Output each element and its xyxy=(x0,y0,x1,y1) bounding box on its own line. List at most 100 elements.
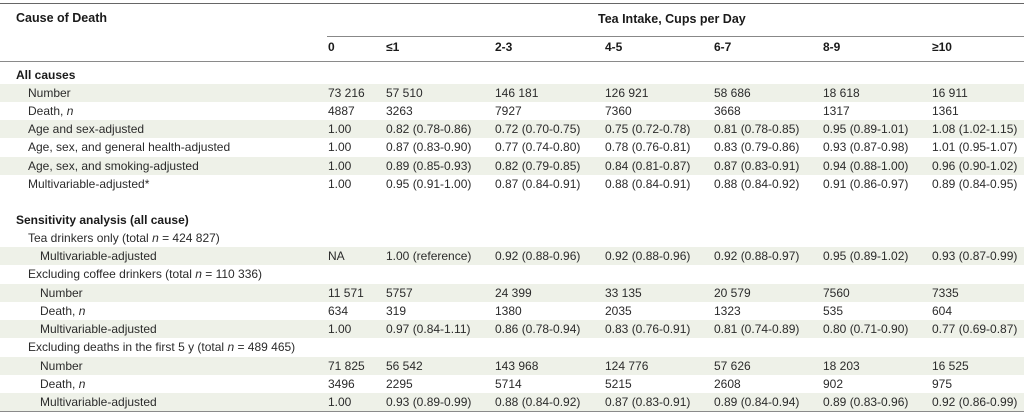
table-cell: 634 xyxy=(328,304,349,318)
table-row: Death, n 634 319 1380 2035 1323 535 604 xyxy=(0,302,1024,320)
row-label-text: Multivariable-adjusted xyxy=(40,395,157,409)
table-cell: 0.75 (0.72-0.78) xyxy=(605,122,691,136)
row-label-italic: n xyxy=(227,340,235,354)
table-cell: 3496 xyxy=(328,377,355,391)
table-cell: 16 911 xyxy=(932,86,968,100)
table-row: Age, sex, and general health-adjusted 1.0… xyxy=(0,138,1024,156)
table-row: Multivariable-adjusted* 1.00 0.95 (0.91-1.… xyxy=(0,175,1024,193)
table-cell: 0.91 (0.86-0.97) xyxy=(823,177,909,191)
table-cell: 0.94 (0.88-1.00) xyxy=(823,159,909,173)
row-label: Multivariable-adjusted xyxy=(40,320,157,338)
table-row: Multivariable-adjusted 1.00 0.93 (0.89-0.9… xyxy=(0,393,1024,411)
table-cell: 143 968 xyxy=(495,359,539,373)
cause-of-death-header: Cause of Death xyxy=(16,11,107,25)
row-label-text: Excluding deaths in the first 5 y (total xyxy=(28,340,228,354)
table-row: Multivariable-adjusted NA 1.00 (reference)… xyxy=(0,247,1024,265)
table-cell: 0.89 (0.83-0.96) xyxy=(823,395,909,409)
table-cell: 0.96 (0.90-1.02) xyxy=(932,159,1018,173)
tea-intake-group-header: Tea Intake, Cups per Day xyxy=(598,12,746,26)
column-header: 2-3 xyxy=(495,40,513,54)
row-label-text: Death, xyxy=(28,104,67,118)
table-cell: 0.89 (0.84-0.94) xyxy=(714,395,800,409)
table-row: Number 11 571 5757 24 399 33 135 20 579 7560 73… xyxy=(0,284,1024,302)
table-cell: 1.00 xyxy=(328,159,352,173)
subsection-row: Tea drinkers only (total n = 424 827) xyxy=(0,229,1024,247)
table-cell: 124 776 xyxy=(605,359,649,373)
row-label-text: Multivariable-adjusted* xyxy=(28,177,150,191)
row-label-italic: n xyxy=(66,104,74,118)
row-label: Death, n xyxy=(28,102,73,120)
table-cell: 0.88 (0.84-0.92) xyxy=(714,177,800,191)
row-label: Number xyxy=(40,284,83,302)
table-cell: 0.92 (0.88-0.97) xyxy=(714,249,800,263)
table-cell: 1.00 xyxy=(328,322,352,336)
table-cell: 902 xyxy=(823,377,844,391)
row-label-text: All causes xyxy=(16,68,76,82)
row-label: Death, n xyxy=(40,302,85,320)
row-label: Number xyxy=(40,357,83,375)
table-cell: 1.00 (reference) xyxy=(386,249,472,263)
top-rule xyxy=(0,3,1024,4)
subsection-row: Excluding coffee drinkers (total n = 110… xyxy=(0,265,1024,283)
row-label-italic: n xyxy=(195,267,202,281)
row-label: Excluding deaths in the first 5 y (total… xyxy=(28,338,295,356)
row-label-text: Age, sex, and smoking-adjusted xyxy=(28,159,199,173)
table-cell: 0.92 (0.88-0.96) xyxy=(605,249,691,263)
table-row: Number 71 825 56 542 143 968 124 776 57 626 18… xyxy=(0,357,1024,375)
table-cell: 0.81 (0.78-0.85) xyxy=(714,122,800,136)
table-cell: 126 921 xyxy=(605,86,649,100)
table-cell: 5215 xyxy=(605,377,632,391)
row-label-suffix: = 489 465) xyxy=(234,340,296,354)
table-cell: 5714 xyxy=(495,377,522,391)
table-cell: 535 xyxy=(823,304,844,318)
table-cell: 1.00 xyxy=(328,395,352,409)
table-cell: 58 686 xyxy=(714,86,751,100)
table-cell: 0.97 (0.84-1.11) xyxy=(386,322,471,336)
group-spanner-rule xyxy=(327,36,1024,37)
table-cell: 18 203 xyxy=(823,359,860,373)
table-cell: 319 xyxy=(386,304,407,318)
table-cell: 7927 xyxy=(495,104,522,118)
row-label-text: Number xyxy=(40,286,83,300)
table-cell: 1.00 xyxy=(328,140,352,154)
row-label: Multivariable-adjusted xyxy=(40,393,157,411)
column-header: 8-9 xyxy=(823,40,841,54)
table-cell: NA xyxy=(328,249,345,263)
row-label: Age, sex, and smoking-adjusted xyxy=(28,157,199,175)
table-cell: 1361 xyxy=(932,104,959,118)
table-row: Death, n 4887 3263 7927 7360 3668 1317 1361 xyxy=(0,102,1024,120)
table-row: Age and sex-adjusted 1.00 0.82 (0.78-0.86)… xyxy=(0,120,1024,138)
row-label-text: Sensitivity analysis (all cause) xyxy=(16,213,189,227)
row-label: Multivariable-adjusted* xyxy=(28,175,149,193)
column-header: 6-7 xyxy=(714,40,732,54)
table-cell: 7360 xyxy=(605,104,632,118)
table-cell: 1.08 (1.02-1.15) xyxy=(932,122,1018,136)
table-cell: 7560 xyxy=(823,286,850,300)
section-row: All causes xyxy=(0,66,1024,84)
table-cell: 1.00 xyxy=(328,122,352,136)
row-label: Death, n xyxy=(40,375,85,393)
column-header-row: 0 ≤1 2-3 4-5 6-7 8-9 ≥10 xyxy=(0,40,1024,58)
table-cell: 0.82 (0.78-0.86) xyxy=(386,122,472,136)
table-cell: 0.87 (0.83-0.91) xyxy=(714,159,800,173)
table-cell: 3263 xyxy=(386,104,413,118)
table-cell: 18 618 xyxy=(823,86,860,100)
header-rule xyxy=(0,61,1024,62)
row-label-text: Death, xyxy=(40,304,79,318)
table-cell: 0.92 (0.88-0.96) xyxy=(495,249,581,263)
table-cell: 0.82 (0.79-0.85) xyxy=(495,159,581,173)
row-label: Number xyxy=(28,84,71,102)
section-row: Sensitivity analysis (all cause) xyxy=(0,211,1024,229)
row-label: Age and sex-adjusted xyxy=(28,120,144,138)
table-cell: 11 571 xyxy=(328,286,364,300)
row-label-text: Age and sex-adjusted xyxy=(28,122,145,136)
column-header: 4-5 xyxy=(605,40,623,54)
table-cell: 975 xyxy=(932,377,953,391)
table-cell: 0.84 (0.81-0.87) xyxy=(605,159,691,173)
row-label-text: Tea drinkers only (total xyxy=(28,231,153,245)
row-label: Age, sex, and general health-adjusted xyxy=(28,138,230,156)
table-cell: 0.93 (0.87-0.99) xyxy=(932,249,1018,263)
table-cell: 24 399 xyxy=(495,286,532,300)
table-cell: 4887 xyxy=(328,104,355,118)
row-label-text: Number xyxy=(40,359,83,373)
